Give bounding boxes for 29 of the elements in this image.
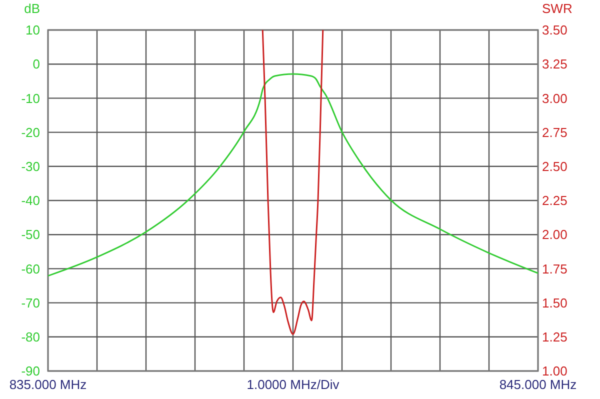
y-tick-label: 0 (32, 56, 40, 72)
y2-tick-label: 1.75 (542, 261, 568, 276)
y-tick-label: -90 (21, 364, 40, 379)
y2-tick-label: 2.00 (542, 227, 568, 242)
line-series (48, 73, 538, 277)
y2-tick-label: 3.25 (542, 56, 568, 72)
y2-tick-label: 1.50 (542, 295, 568, 310)
y2-tick-label: 3.50 (542, 22, 568, 38)
x-tick-label: 835.000 MHz (9, 377, 87, 392)
y2-tick-label: 2.25 (542, 193, 568, 208)
y2-tick-label: 3.00 (542, 90, 568, 106)
y2-tick-label: 1.25 (542, 329, 568, 344)
y2-tick-label: 1.00 (542, 364, 568, 379)
y-tick-label: -50 (21, 227, 40, 242)
x-tick-label: 845.000 MHz (499, 377, 577, 392)
y2-axis-title: SWR (542, 1, 572, 16)
x-axis-title: 1.0000 MHz/Div (246, 377, 340, 392)
y-tick-label: -20 (21, 124, 40, 140)
y2-tick-label: 2.50 (542, 158, 568, 174)
line-series (262, 30, 324, 335)
y-tick-label: -30 (21, 158, 40, 174)
y-tick-label: -40 (21, 193, 40, 208)
y-tick-label: -70 (21, 295, 40, 310)
y-tick-label: -10 (21, 90, 40, 106)
y-tick-label: -60 (21, 261, 40, 276)
y2-tick-label: 2.75 (542, 124, 568, 140)
y-tick-label: 10 (26, 22, 40, 38)
y-axis-title: dB (24, 1, 40, 16)
y-tick-label: -80 (21, 329, 40, 344)
